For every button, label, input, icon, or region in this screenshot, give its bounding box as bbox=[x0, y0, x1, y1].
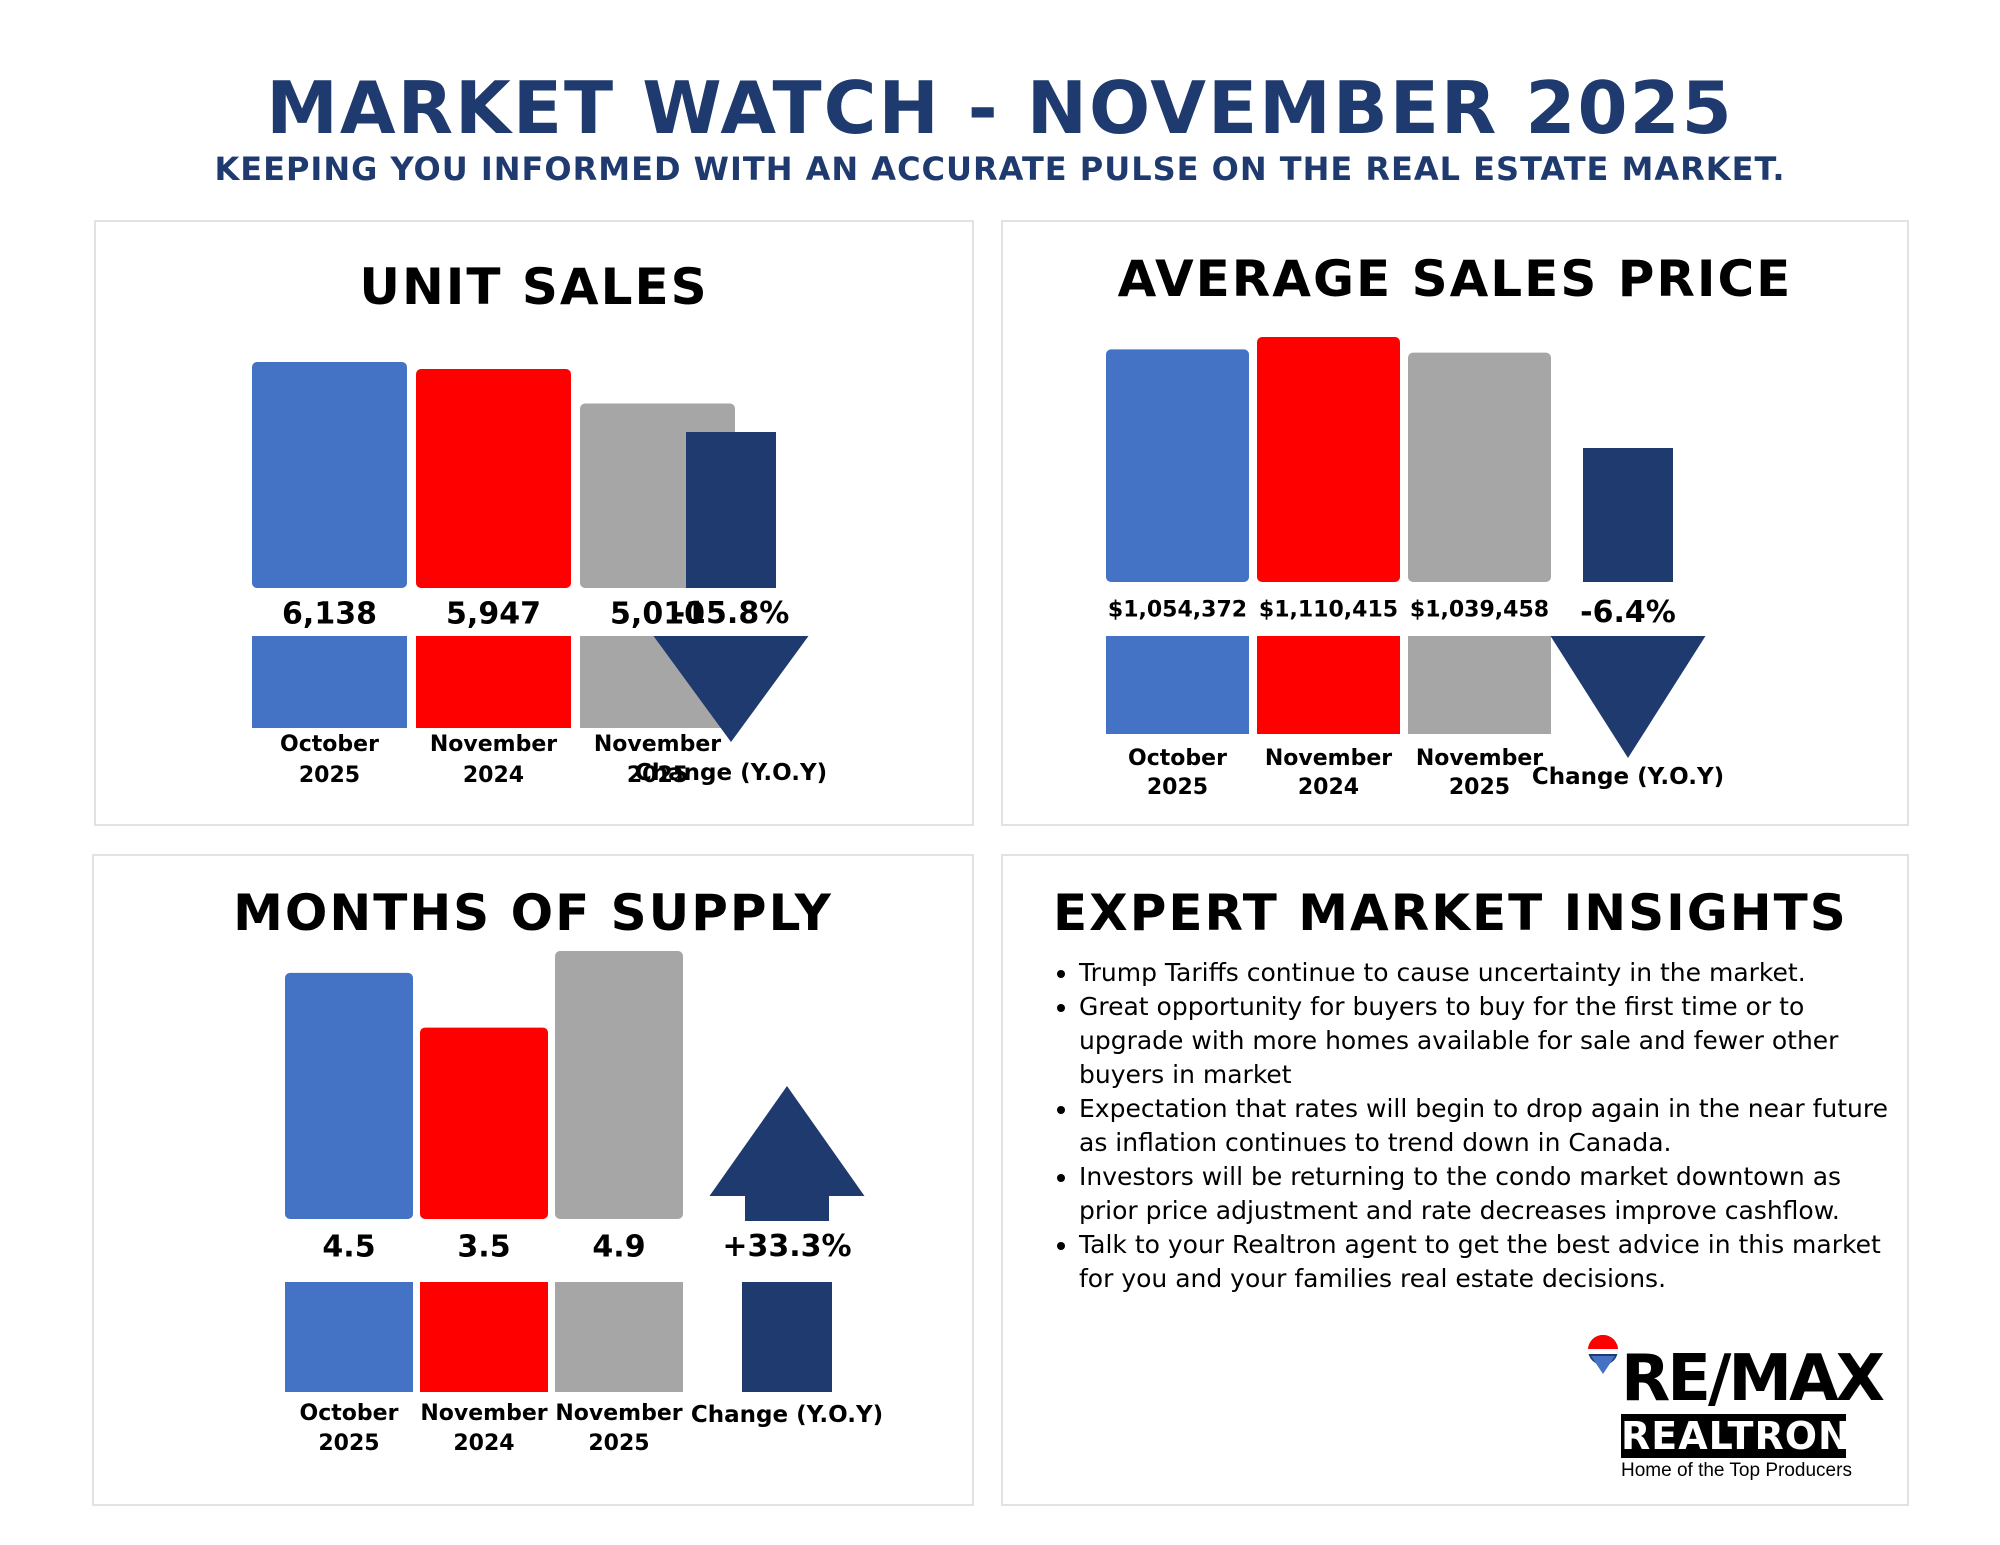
data-label: 4.5 bbox=[322, 1230, 375, 1265]
data-label: $1,110,415 bbox=[1259, 598, 1398, 623]
category-label: November bbox=[1416, 746, 1543, 771]
category-label: 2024 bbox=[1298, 775, 1359, 800]
bar bbox=[252, 362, 407, 588]
category-label: 2025 bbox=[299, 763, 360, 788]
insight-item: Great opportunity for buyers to buy for … bbox=[1079, 990, 1899, 1092]
avg-price-panel: AVERAGE SALES PRICE $1,054,372 October 202… bbox=[1001, 220, 1909, 826]
data-label: 5,010 bbox=[610, 597, 705, 632]
category-label: November bbox=[555, 1401, 682, 1426]
page-subtitle: KEEPING YOU INFORMED WITH AN ACCURATE PU… bbox=[214, 150, 1786, 188]
insight-item: Talk to your Realtron agent to get the b… bbox=[1079, 1228, 1899, 1296]
bar bbox=[416, 369, 571, 588]
category-label: 2025 bbox=[588, 1431, 649, 1456]
data-label: 6,138 bbox=[282, 597, 377, 632]
data-label: 5,947 bbox=[446, 597, 541, 632]
arrow-up-icon bbox=[709, 1086, 865, 1196]
insight-item: Trump Tariffs continue to cause uncertai… bbox=[1079, 956, 1899, 990]
data-label: $1,039,458 bbox=[1410, 598, 1549, 623]
page-title: MARKET WATCH - NOVEMBER 2025 bbox=[266, 66, 1734, 150]
months-supply-title: MONTHS OF SUPPLY bbox=[233, 884, 833, 942]
bar-base-block bbox=[420, 1282, 548, 1392]
bar-base-block bbox=[1106, 636, 1249, 734]
change-bar bbox=[742, 1282, 832, 1392]
change-bar bbox=[1583, 448, 1673, 582]
category-label: 2025 bbox=[1147, 775, 1208, 800]
change-value-label: +33.3% bbox=[722, 1229, 851, 1264]
category-label: October bbox=[280, 732, 379, 757]
insight-item: Investors will be returning to the condo… bbox=[1079, 1160, 1899, 1228]
category-label: November bbox=[430, 732, 557, 757]
bar bbox=[1257, 337, 1400, 582]
insights-list: Trump Tariffs continue to cause uncertai… bbox=[1053, 956, 1899, 1296]
category-label: 2024 bbox=[463, 763, 524, 788]
category-label: October bbox=[1128, 746, 1227, 771]
bar-base-block bbox=[416, 636, 571, 728]
category-label: 2025 bbox=[318, 1431, 379, 1456]
bar-base-block bbox=[1408, 636, 1551, 734]
bar bbox=[1106, 349, 1249, 582]
avg-price-chart: $1,054,372 October 2025 $1,110,415 November 2… bbox=[1106, 337, 1724, 800]
bar bbox=[1408, 352, 1551, 582]
category-label: 2025 bbox=[627, 763, 688, 788]
arrow-shaft bbox=[745, 1196, 829, 1221]
bar-base-block bbox=[1257, 636, 1400, 734]
change-value-label: -15.8% bbox=[673, 596, 790, 631]
data-label: 3.5 bbox=[457, 1230, 510, 1265]
avg-price-title: AVERAGE SALES PRICE bbox=[1117, 250, 1793, 308]
unit-sales-chart: 6,138 October 2025 5,947 November 2024 5,010 No… bbox=[252, 362, 827, 788]
category-label: November bbox=[1265, 746, 1392, 771]
bar-base-block bbox=[285, 1282, 413, 1392]
logo-tagline: Home of the Top Producers bbox=[1621, 1460, 1852, 1481]
change-label: Change (Y.O.Y) bbox=[691, 1402, 883, 1428]
balloon-icon bbox=[1588, 1335, 1618, 1374]
logo-name: REALTRON bbox=[1621, 1414, 1851, 1458]
change-bar bbox=[686, 432, 776, 588]
bar-base-block bbox=[252, 636, 407, 728]
unit-sales-title: UNIT SALES bbox=[359, 258, 709, 316]
change-label: Change (Y.O.Y) bbox=[635, 760, 827, 786]
unit-sales-panel: UNIT SALES 6,138 October 2025 5,947 November… bbox=[94, 220, 974, 826]
months-supply-panel: MONTHS OF SUPPLY 4.5 October 2025 3.5 Novemb… bbox=[92, 854, 974, 1506]
bar bbox=[420, 1027, 548, 1219]
category-label: 2024 bbox=[453, 1431, 514, 1456]
bar-base-block bbox=[555, 1282, 683, 1392]
remax-realtron-logo: RE/MAX REALTRON Home of the Top Producer… bbox=[1585, 1334, 1885, 1484]
arrow-down-icon bbox=[1550, 636, 1706, 758]
change-value-label: -6.4% bbox=[1580, 595, 1676, 630]
arrow-down-icon bbox=[653, 636, 809, 742]
category-label: November bbox=[420, 1401, 547, 1426]
insight-item: Expectation that rates will begin to dro… bbox=[1079, 1092, 1899, 1160]
insights-title: EXPERT MARKET INSIGHTS bbox=[1053, 884, 1848, 942]
category-label: October bbox=[300, 1401, 399, 1426]
bar bbox=[285, 972, 413, 1219]
data-label: 4.9 bbox=[592, 1230, 645, 1265]
change-label: Change (Y.O.Y) bbox=[1532, 764, 1724, 790]
category-label: November bbox=[594, 732, 721, 757]
months-supply-chart: 4.5 October 2025 3.5 November 2024 4.9 November… bbox=[285, 951, 883, 1456]
logo-brand: RE/MAX bbox=[1621, 1342, 1885, 1416]
data-label: $1,054,372 bbox=[1108, 598, 1247, 623]
insights-panel: EXPERT MARKET INSIGHTS Trump Tariffs con… bbox=[1001, 854, 1909, 1506]
category-label: 2025 bbox=[1449, 775, 1510, 800]
bar bbox=[555, 951, 683, 1219]
